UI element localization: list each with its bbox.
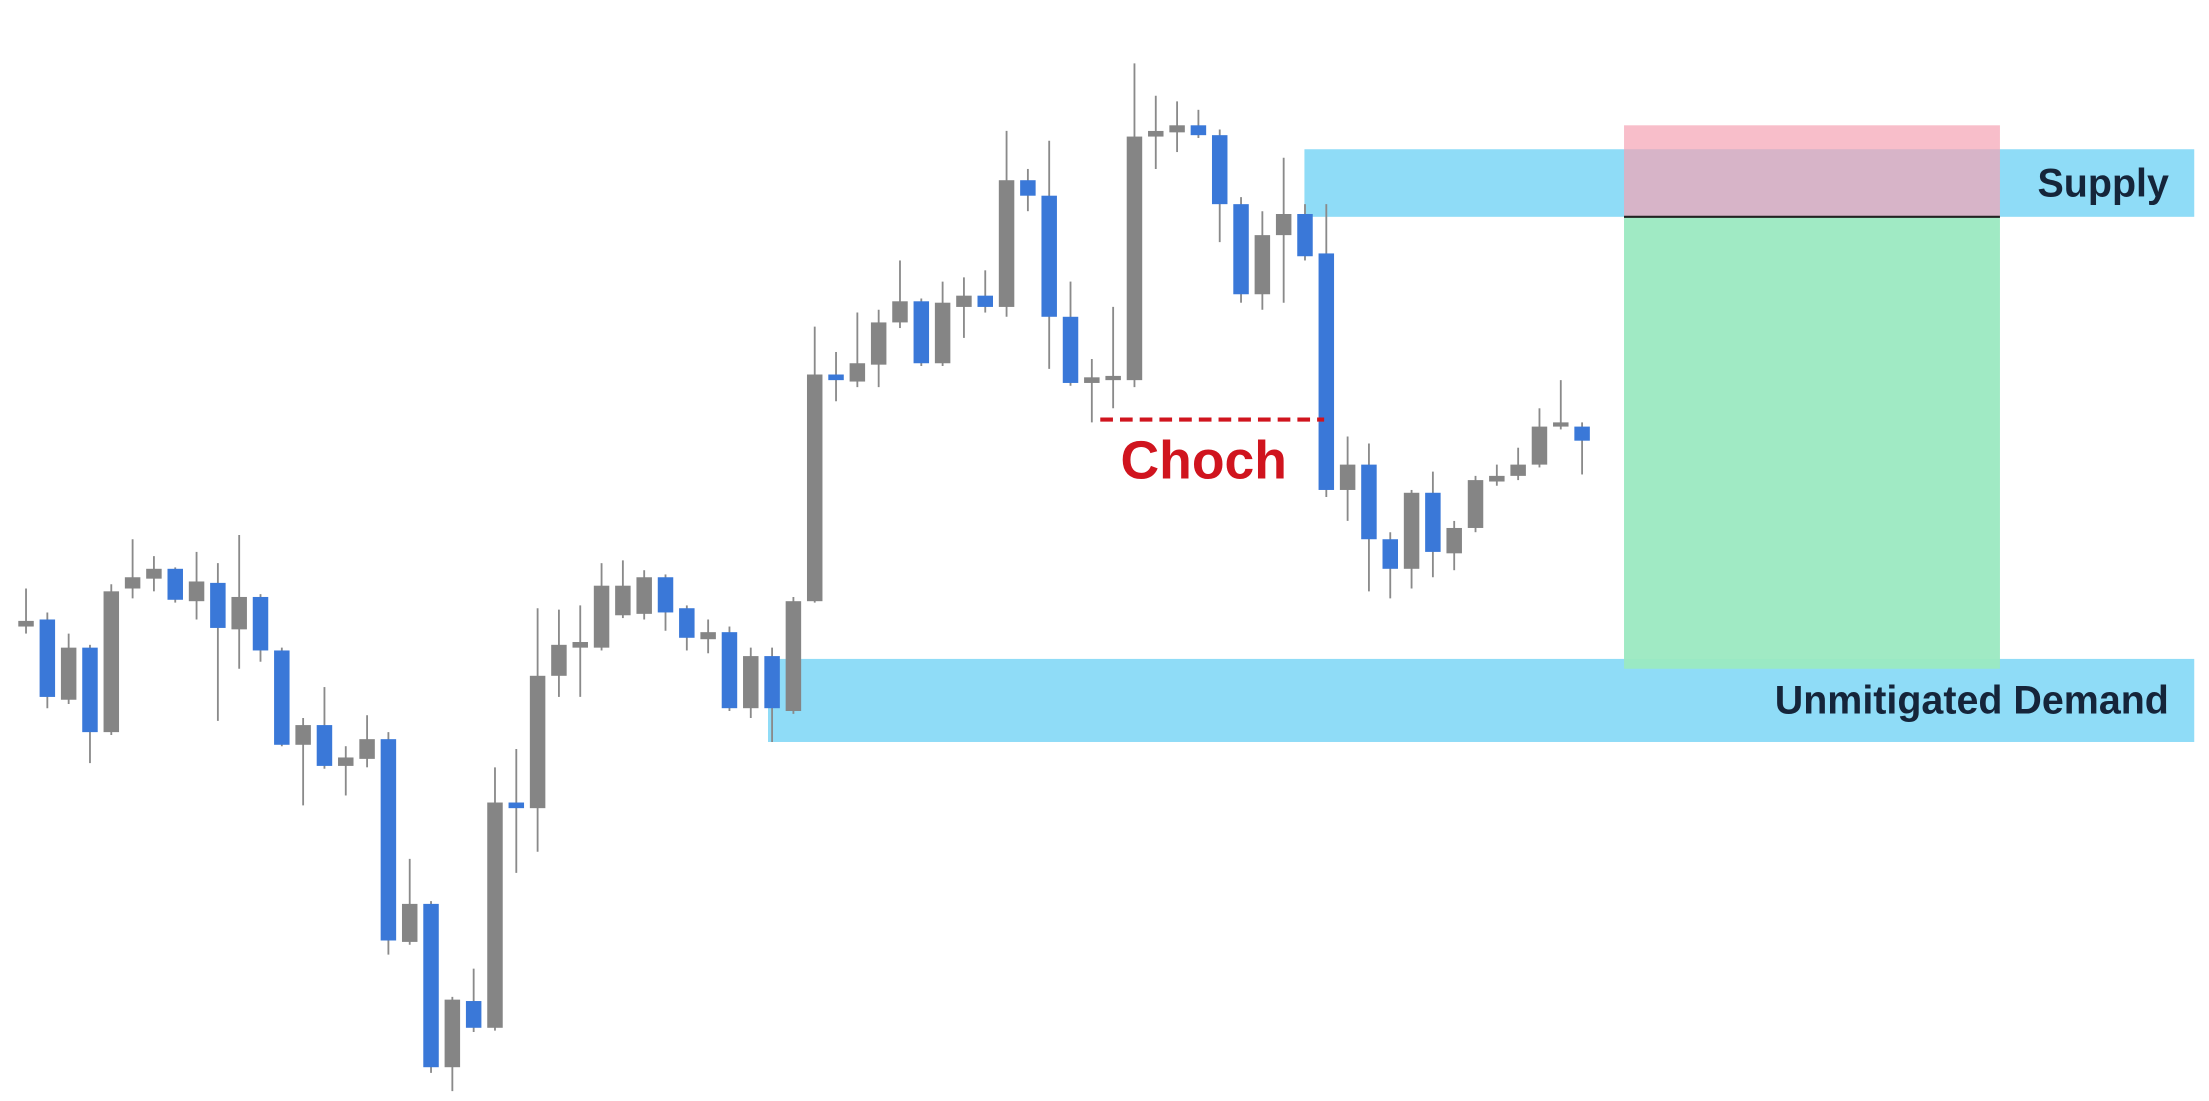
stop-box [1624,125,2000,217]
candle-body [39,619,56,697]
candle-body [657,577,674,613]
candle-body [1574,426,1590,441]
zone-label: Supply [2038,161,2169,205]
candle-body [103,591,120,733]
candle-body [1020,180,1036,196]
candle-body [764,656,780,709]
candle-body [188,581,205,602]
candle-body [1126,136,1143,381]
candle-body [1105,375,1121,381]
candle-body [82,647,98,733]
candle-body [679,608,695,638]
candle-body [444,999,461,1068]
candle-body [806,374,823,602]
candle-body [1531,426,1548,465]
candle-body [465,1001,482,1028]
candle-body [167,568,183,600]
candle-body [1190,125,1207,136]
candle-body [359,739,375,759]
candle-body [252,596,269,651]
candle-body [274,650,290,745]
candle-body [1553,422,1569,427]
candle-body [721,632,738,709]
candle-body [423,903,439,1068]
candle-body [1148,130,1164,137]
candle-body [913,301,930,364]
candle-body [700,632,716,640]
candle-body [977,295,993,307]
candle-body [1403,492,1420,569]
candle-body [487,802,503,1028]
candle-body [231,596,247,630]
candle-body [1297,214,1313,257]
zone [768,658,2195,742]
candle-body [124,577,141,589]
candle-body [593,585,610,648]
candle-body [615,585,631,616]
candle-body [401,903,418,942]
candle-body [849,363,866,382]
candle-body [1041,195,1057,317]
candle-body [828,374,844,381]
candle-body [572,642,588,648]
candle-body [1169,125,1185,133]
candle-body [1233,204,1249,295]
candle-body [380,739,397,941]
candle-body [1382,539,1398,569]
candle-body [892,301,908,323]
candle-body [1318,253,1335,490]
candle-body [60,647,77,700]
candle-body [1425,492,1441,552]
candle-body [316,725,333,766]
candle-body [636,577,652,614]
target-box [1624,216,2000,669]
candle-body [1446,527,1462,554]
candle-body [785,601,802,712]
candle-body [1084,377,1100,383]
candle-body [743,656,759,709]
candle-body [1254,235,1271,295]
candle-body [146,568,162,579]
candle-body [1211,135,1228,205]
candle-body [956,295,972,307]
candle-body [870,322,887,365]
candle-body [1489,475,1505,482]
candle-body [998,180,1015,307]
candle-body [529,675,546,809]
candle-body [18,620,34,627]
candle-body [1361,464,1377,540]
candle-body [934,302,951,364]
candle-body [1510,464,1526,476]
candle-body [508,802,525,809]
candle-body [338,757,354,766]
candle-body [295,725,311,745]
candle-body [1062,316,1079,383]
candle-body [1467,480,1484,528]
candle-body [210,582,226,628]
candle-body [1275,214,1292,236]
candle-body [1339,464,1356,490]
candle-body [551,644,567,676]
choch-label: Choch [1121,432,1287,491]
zone-label: Unmitigated Demand [1775,679,2169,723]
